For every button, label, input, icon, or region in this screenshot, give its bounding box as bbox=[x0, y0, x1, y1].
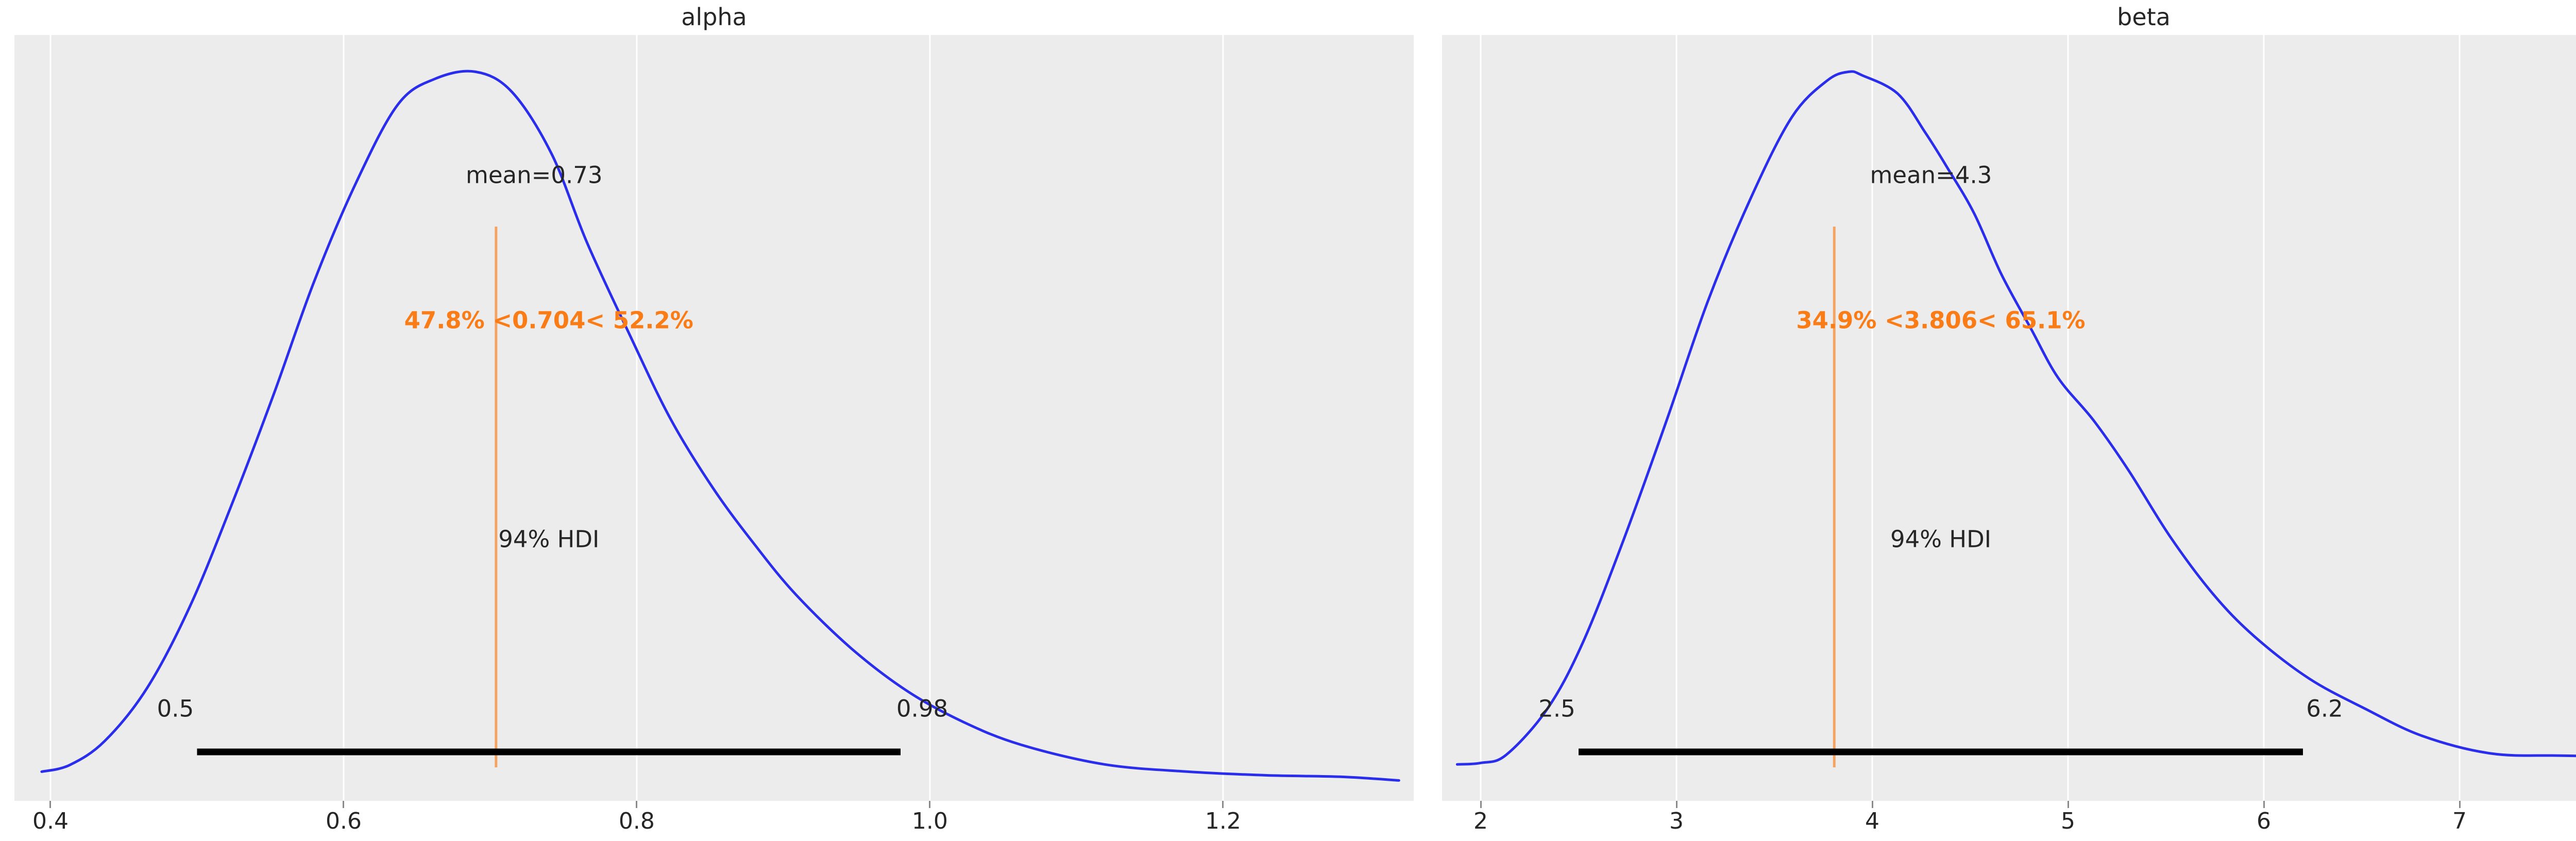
x-tick-label: 1.2 bbox=[1205, 808, 1241, 834]
x-tick-label: 0.4 bbox=[32, 808, 69, 834]
x-tick-mark bbox=[2067, 801, 2069, 808]
x-tick-mark bbox=[1222, 801, 1224, 808]
plot-area: mean=4.3 34.9% <3.806< 65.1% 94% HDI 2.5… bbox=[1442, 35, 2576, 801]
hdi-label: 94% HDI bbox=[1890, 525, 1992, 553]
x-axis-ticks: 2345678 bbox=[1442, 801, 2576, 841]
kde-curve bbox=[1455, 70, 2576, 766]
kde-curve bbox=[40, 70, 1400, 782]
ref-val-label: 47.8% <0.704< 52.2% bbox=[404, 306, 693, 334]
panel-title: beta bbox=[2117, 3, 2171, 31]
posterior-panel-alpha: alpha mean=0.73 47.8% <0.704< 52.2% 94% … bbox=[14, 0, 1414, 841]
x-tick-mark bbox=[2459, 801, 2461, 808]
x-tick-label: 0.8 bbox=[618, 808, 655, 834]
mean-label: mean=4.3 bbox=[1870, 161, 1992, 189]
x-tick-label: 5 bbox=[2061, 808, 2076, 834]
x-tick-mark bbox=[1480, 801, 1482, 808]
x-tick-mark bbox=[49, 801, 52, 808]
hdi-lo-label: 2.5 bbox=[1538, 695, 1575, 723]
x-axis-ticks: 0.4 0.6 0.8 1.0 1.2 bbox=[14, 801, 1414, 841]
plot-area: mean=0.73 47.8% <0.704< 52.2% 94% HDI 0.… bbox=[14, 35, 1414, 801]
hdi-label: 94% HDI bbox=[498, 525, 600, 553]
x-tick-label: 7 bbox=[2452, 808, 2467, 834]
posterior-panel-beta: beta mean=4.3 34.9% <3.806< 65.1% 94% HD… bbox=[1442, 0, 2576, 841]
kde-svg bbox=[1455, 35, 2576, 801]
x-tick-label: 4 bbox=[1865, 808, 1879, 834]
ref-val-label: 34.9% <3.806< 65.1% bbox=[1796, 306, 2086, 334]
mean-label: mean=0.73 bbox=[466, 161, 603, 189]
x-tick-mark bbox=[2263, 801, 2265, 808]
x-tick-label: 2 bbox=[1473, 808, 1488, 834]
x-tick-label: 6 bbox=[2257, 808, 2272, 834]
hdi-hi-label: 6.2 bbox=[2306, 695, 2343, 723]
x-tick-mark bbox=[343, 801, 345, 808]
x-tick-mark bbox=[1675, 801, 1677, 808]
x-tick-mark bbox=[636, 801, 638, 808]
panel-title: alpha bbox=[681, 3, 747, 31]
hdi-hi-label: 0.98 bbox=[896, 695, 948, 723]
x-tick-mark bbox=[1871, 801, 1873, 808]
x-tick-label: 0.6 bbox=[325, 808, 362, 834]
x-tick-label: 1.0 bbox=[911, 808, 948, 834]
x-tick-mark bbox=[929, 801, 931, 808]
kde-svg bbox=[40, 35, 1400, 801]
hdi-lo-label: 0.5 bbox=[157, 695, 194, 723]
x-tick-label: 3 bbox=[1669, 808, 1684, 834]
